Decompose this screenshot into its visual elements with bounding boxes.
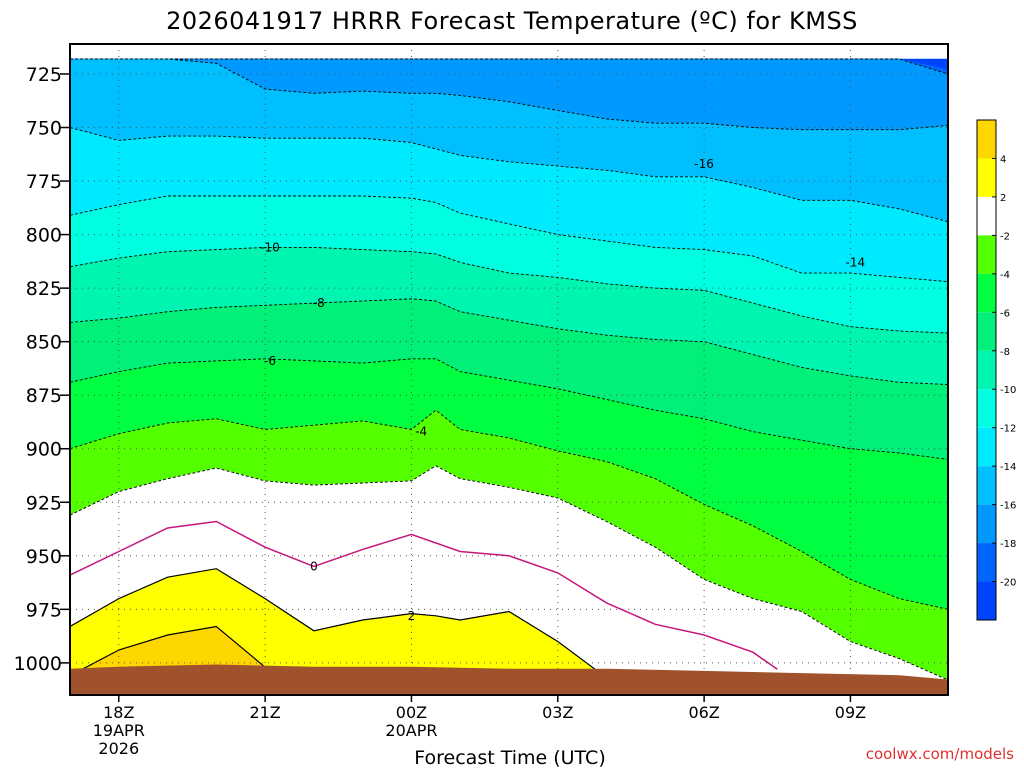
colorbar-label: -20	[1000, 578, 1016, 589]
y-tick-label: 825	[26, 278, 62, 300]
colorbar-swatch	[977, 389, 996, 428]
contour-label: 0	[310, 560, 318, 574]
ground-surface	[70, 664, 948, 695]
contour-label: -14	[846, 255, 866, 269]
contour-lines	[70, 58, 948, 695]
y-tick-label: 875	[26, 385, 62, 407]
y-tick-label: 775	[26, 171, 62, 193]
colorbar-swatch	[977, 466, 996, 505]
colorbar-label: 2	[1000, 193, 1006, 204]
contour-label: -16	[694, 157, 714, 171]
x-tick-label: 18Z	[103, 703, 134, 722]
contour-line	[70, 568, 948, 695]
temperature-bands	[70, 58, 948, 695]
plot-frame	[69, 43, 949, 696]
colorbar-label: -12	[1000, 424, 1016, 435]
contour-label: -4	[415, 425, 427, 439]
contour-line	[70, 465, 948, 681]
contour-line	[70, 358, 948, 460]
y-tick-label: 750	[26, 118, 62, 140]
colorbar-swatch	[977, 120, 996, 159]
contour-line	[70, 127, 948, 223]
y-tick-label: 925	[26, 492, 62, 514]
colorbar-swatch	[977, 158, 996, 197]
watermark: coolwx.com/models	[866, 745, 1014, 763]
contour-label: 2	[408, 609, 416, 623]
x-tick-label: 00Z	[396, 703, 427, 722]
contour-line	[70, 195, 948, 283]
colorbar-label: -4	[1000, 270, 1010, 281]
contour-line	[70, 625, 948, 695]
x-axis-label: Forecast Time (UTC)	[414, 747, 605, 768]
colorbar-swatch	[977, 543, 996, 582]
colorbar-label: -10	[1000, 385, 1016, 396]
colorbar-swatch	[977, 581, 996, 620]
y-tick-label: 850	[26, 332, 62, 354]
colorbar-swatch	[977, 427, 996, 467]
y-tick-label: 975	[26, 599, 62, 621]
contour-labels: -16 -14 -10 -8 -6 -4 0 2	[260, 157, 865, 623]
x-tick-label: 20APR	[385, 721, 437, 740]
colorbar-swatch	[977, 196, 996, 236]
colorbar-label: -8	[1000, 347, 1010, 358]
contour-label: -8	[313, 296, 325, 310]
contour-line	[70, 58, 948, 131]
x-tick-label: 03Z	[542, 703, 573, 722]
y-tick-label: 950	[26, 546, 62, 568]
grid-lines	[70, 44, 948, 695]
contour-line	[70, 58, 948, 75]
colorbar-frame	[976, 119, 997, 621]
colorbar-swatch	[977, 504, 996, 544]
x-tick-label: 06Z	[688, 703, 719, 722]
y-tick-label: 800	[26, 225, 62, 247]
chart-title: 2026041917 HRRR Forecast Temperature (ºC…	[166, 7, 858, 35]
contour-label: -10	[260, 240, 280, 254]
zero-isotherm	[70, 520, 778, 670]
colorbar-swatch	[977, 312, 996, 351]
contour-line	[70, 409, 948, 610]
x-tick-label: 2026	[98, 739, 139, 758]
colorbar-label: -18	[1000, 539, 1016, 550]
colorbar-swatch	[977, 350, 996, 390]
colorbar-swatch	[977, 273, 996, 313]
y-tick-label: 900	[26, 439, 62, 461]
colorbar-label: -14	[1000, 462, 1016, 473]
y-tick-label: 725	[26, 64, 62, 86]
x-tick-label: 19APR	[93, 721, 145, 740]
y-axis: 725 750 775 800 825 850 875 900 925 950 975 1000	[14, 64, 70, 675]
ground-layer	[70, 664, 948, 695]
contour-label: -6	[264, 354, 276, 368]
x-tick-label: 09Z	[835, 703, 866, 722]
colorbar-label: -6	[1000, 308, 1010, 319]
plot-area: -16 -14 -10 -8 -6 -4 0 2	[70, 44, 948, 695]
colorbar-label: -16	[1000, 501, 1016, 512]
colorbar-swatch	[977, 235, 996, 274]
x-tick-label: 21Z	[249, 703, 280, 722]
colorbar-label: -2	[1000, 231, 1010, 242]
y-tick-label: 1000	[14, 653, 62, 675]
colorbar: 4 2 -2 -4 -6 -8 -10 -12 -14 -16 -18 -20	[976, 119, 1016, 621]
colorbar-label: 4	[1000, 154, 1006, 165]
